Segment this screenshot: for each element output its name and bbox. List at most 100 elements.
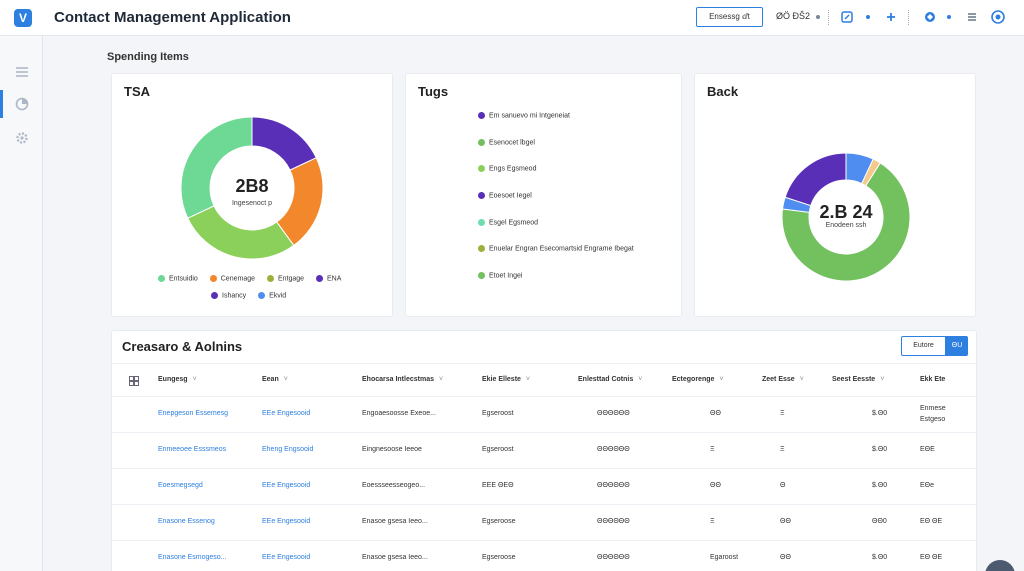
data-table-card: Creasaro & Aolnins Eutore ΘU Eungesg ˅ Eea… [111,330,978,571]
table-row[interactable]: Eoesmegsegd EEe Engesooid Eoessseesseogeo.… [112,469,978,505]
list-legend-item[interactable]: Engs Egsmeod [478,165,634,192]
table-cell: Ξ [780,410,785,417]
help-icon[interactable] [991,10,1005,24]
plus-icon[interactable] [885,11,897,23]
table-cell: Egseroose [482,518,516,525]
sort-caret-icon[interactable]: ˅ [799,376,804,383]
top-divider [908,10,909,25]
table-row[interactable]: Enasone Esmogeso... EEe Engesooid Enasoe g… [112,541,978,571]
list-legend-item[interactable]: Enuelar Engran Esecomartsid Engrame Ibeg… [478,245,634,272]
table-row[interactable]: Enmeeoee Esssmeos Eheng Engsooid Eingnesoo… [112,433,978,469]
legend-dot-icon [211,292,218,299]
column-header[interactable]: Enlesttad Cotnis ˅ [578,376,642,383]
table-cell: ΘΘΘΘΘΘ [597,554,630,561]
table-cell[interactable]: Eoesmegsegd [158,482,203,489]
chart-icon [15,97,29,111]
app-title: Contact Management Application [54,9,291,26]
table-cell: Θ [780,482,786,489]
table-header-row: Eungesg ˅ Eean ˅ Ehocarsa Intlecstmas ˅ Ekie E… [112,363,978,397]
donut-slice[interactable] [781,162,911,282]
column-header[interactable]: Eungesg ˅ [158,376,197,383]
chevron-down-icon[interactable] [816,15,820,19]
sort-caret-icon[interactable]: ˅ [438,376,444,383]
legend-label: Esgel Egsmeod [489,219,539,227]
card-title: TSA [124,84,150,99]
table-cell: Ξ [710,446,715,453]
table-cell[interactable]: Enasone Essenog [158,518,215,525]
table-cell: Enasoe gsesa Ieeo... [362,554,428,561]
legend-dot-icon [266,275,274,282]
legend-item[interactable]: Entsuidio [158,275,198,282]
sidebar-item-list[interactable] [0,58,43,86]
donut-slice[interactable] [187,205,295,260]
table-cell: ΘΘΘΘΘΘ [597,410,630,417]
chat-bubble-icon[interactable] [985,560,1015,571]
legend-item[interactable]: ENA [316,275,341,282]
table-cell[interactable]: EEe Engesooid [262,410,311,417]
list-legend-item[interactable]: Esenocet lbgel [478,138,634,166]
donut-center-subtitle: Ingesenoct p [231,200,273,207]
table-cell[interactable]: EEe Engesooid [262,482,311,489]
sort-caret-icon[interactable]: ˅ [525,376,531,383]
table-cell: Enmese Estgeso [920,405,946,423]
sort-caret-icon[interactable]: ˅ [192,376,197,383]
menu-icon[interactable] [966,11,978,23]
card-title: Back [707,84,739,99]
table-cell: ΘΘ [710,410,721,417]
gear-icon [16,132,28,144]
donut-slice[interactable] [784,152,847,207]
card-tsa: TSA 2B8 Ingesenoct p Entsuidio Cenemage … [111,73,393,317]
sidebar-item-settings[interactable] [0,124,43,152]
sort-caret-icon[interactable]: ˅ [638,376,643,383]
column-header-label: Seest Eesste [832,376,876,383]
table-cell: Egseroost [482,446,514,453]
table-primary-button[interactable]: ΘU [946,336,968,356]
edit-icon[interactable] [841,11,853,23]
legend-item[interactable]: Ekvid [258,292,286,299]
column-header-label: Eungesg [158,376,188,383]
table-row[interactable]: Enepgeson Essemesg EEe Engesooid Engoaesoo… [112,397,978,433]
list-legend-item[interactable]: Eoesoet Iegel [478,192,634,219]
legend-item[interactable]: Cenemage [209,275,255,283]
table-cell[interactable]: EEe Engesooid [262,554,311,561]
sort-caret-icon[interactable]: ˅ [283,376,288,383]
globe-icon[interactable] [924,11,936,23]
table-cell: Eingnesoose Ieeoe [362,446,422,453]
column-header[interactable]: Ekk Ete [920,376,945,383]
list-legend-item[interactable]: Etoet Ingei [478,272,634,299]
column-header[interactable]: Zeet Esse ˅ [762,376,804,383]
donut-slice[interactable] [180,116,253,219]
table-cell[interactable]: Enmeeoee Esssmeos [158,446,227,453]
list-icon [16,67,28,77]
list-legend-item[interactable]: Em sanuevo mi Intgeneiat [478,112,634,139]
table-cell[interactable]: EEe Engesooid [262,518,311,525]
legend-label: ENA [327,275,342,283]
card-back: Back 2.B 24 Enodeen ssh [694,73,976,317]
legend-dot-icon [478,192,485,200]
app-logo-icon[interactable]: V [14,9,32,27]
donut-center-value: 2.B 24 [819,202,873,222]
legend-label: Cenemage [220,275,255,283]
sidebar-item-charts[interactable] [0,90,43,118]
list-legend-item[interactable]: Esgel Egsmeod [478,218,634,246]
column-header[interactable]: Ehocarsa Intlecstmas ˅ [362,376,443,383]
column-header[interactable]: Ectegorenge ˅ [672,376,724,383]
legend-dot-icon [158,275,165,282]
legend-item[interactable]: Entgage [266,275,305,283]
legend-label: Entgage [277,275,305,283]
legend-item[interactable]: Ishancy [211,292,246,299]
table-row[interactable]: Enasone Essenog EEe Engesooid Enasoe gsesa… [112,505,978,541]
table-cell[interactable]: Enasone Esmogeso... [158,554,227,561]
table-cell[interactable]: Enepgeson Essemesg [158,410,229,417]
column-header[interactable]: Ekie Elleste ˅ [482,376,530,383]
sort-caret-icon[interactable]: ˅ [719,376,724,383]
top-action-button[interactable]: Ensessg ⅆt [696,7,763,27]
table-export-button[interactable]: Eutore [901,336,946,356]
column-header[interactable]: Eean ˅ [262,376,288,383]
grid-icon[interactable] [129,376,139,386]
sort-caret-icon[interactable]: ˅ [880,376,885,383]
legend-label: Esenocet lbgel [489,139,535,147]
table-cell[interactable]: Eheng Engsooid [262,446,314,453]
top-divider [828,10,829,25]
column-header[interactable]: Seest Eesste ˅ [832,376,884,383]
